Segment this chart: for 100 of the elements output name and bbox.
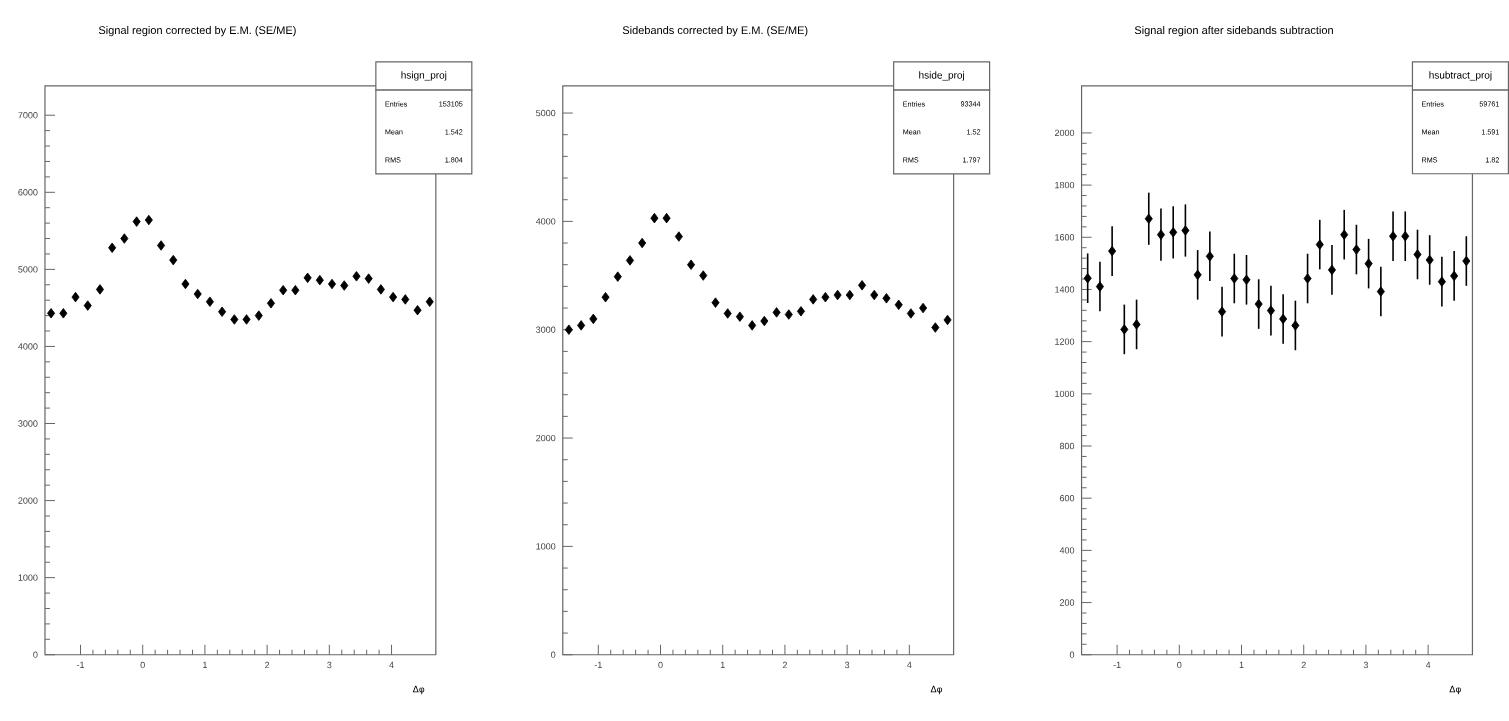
text: hside_proj [919,71,964,81]
point [144,214,153,226]
y-tick-label: 5000 [18,266,38,273]
y-tick-label: 4000 [535,218,556,225]
point [894,299,903,311]
point [1181,225,1190,236]
y-tick-label: 3000 [18,420,38,427]
point [108,242,117,254]
point [589,313,598,325]
y-tick-label: 0 [33,651,38,659]
point [266,298,275,309]
point [1095,281,1104,292]
point [601,292,610,303]
point [845,289,854,301]
y-tick-label: 400 [1059,547,1075,554]
point [1413,249,1422,260]
y-tick-label: 0 [551,651,556,659]
point [1315,239,1324,250]
x-tick-label: 2 [265,661,270,669]
point [723,308,732,319]
y-tick-label: 1400 [1055,286,1075,293]
point [303,272,312,284]
point [882,293,891,304]
point [564,324,573,336]
point [858,280,867,291]
point [1303,273,1312,284]
chart-title: Sidebands corrected by E.M. (SE/ME) [622,26,808,37]
point [193,288,202,300]
point [650,213,659,224]
point [1120,324,1129,335]
point [772,307,781,318]
point [1242,274,1251,286]
point [242,314,251,325]
y-tick-label: 1000 [18,574,38,581]
point [809,294,818,305]
x-tick-label: -1 [594,661,602,669]
point [906,308,915,319]
text: hsubtract_proj [1429,71,1492,81]
x-tick-label: 3 [844,661,850,669]
x-tick-label: 3 [327,661,332,669]
point [1425,254,1434,266]
y-tick-label: 200 [1059,599,1075,606]
point [254,310,263,321]
point [59,308,68,319]
point [931,322,940,333]
point [735,311,744,323]
point [83,300,92,311]
point [425,296,434,308]
point [1401,231,1410,242]
point [919,302,928,314]
point [132,216,141,227]
x-tick-label: 2 [1301,661,1306,669]
x-tick-label: 4 [1425,661,1431,669]
point [157,240,166,251]
point [205,296,214,308]
x-tick-label: 1 [720,661,725,669]
point [1218,306,1227,317]
point [699,270,708,281]
point [230,314,239,325]
point [1462,255,1471,267]
point [413,305,422,316]
x-tick-label: -1 [76,661,85,669]
x-tick-label: 4 [389,661,394,669]
point [71,292,80,303]
point [711,297,720,308]
x-tick-label: 1 [203,661,207,669]
text: hsign_proj [401,71,447,81]
point [1437,276,1446,287]
point [1230,273,1239,284]
point [328,278,337,290]
point [352,271,361,282]
point [364,273,373,284]
x-axis-title: Δφ [930,685,943,695]
x-tick-label: -1 [1113,661,1121,669]
point [674,231,683,242]
y-tick-label: 0 [1069,651,1075,659]
x-tick-label: 0 [140,661,145,669]
y-tick-label: 800 [1059,442,1075,450]
chart-title: Signal region corrected by E.M. (SE/ME) [98,26,296,37]
point [1352,244,1361,255]
point [1144,213,1153,225]
point [1169,227,1178,238]
point [943,314,952,326]
y-tick-label: 1600 [1055,234,1075,241]
x-tick-label: 3 [1363,661,1369,669]
point [1266,305,1275,316]
y-tick-label: 2000 [1054,129,1075,137]
point [1205,251,1214,262]
point [340,280,349,291]
point [120,233,129,244]
y-tick-label: 2000 [18,497,38,504]
point [1254,299,1263,310]
point [95,284,104,295]
point [1279,313,1288,325]
point [1108,246,1117,257]
point [796,306,805,317]
y-tick-label: 1200 [1055,338,1075,345]
point [870,289,879,301]
x-tick-label: 4 [907,661,912,669]
point [577,320,586,331]
